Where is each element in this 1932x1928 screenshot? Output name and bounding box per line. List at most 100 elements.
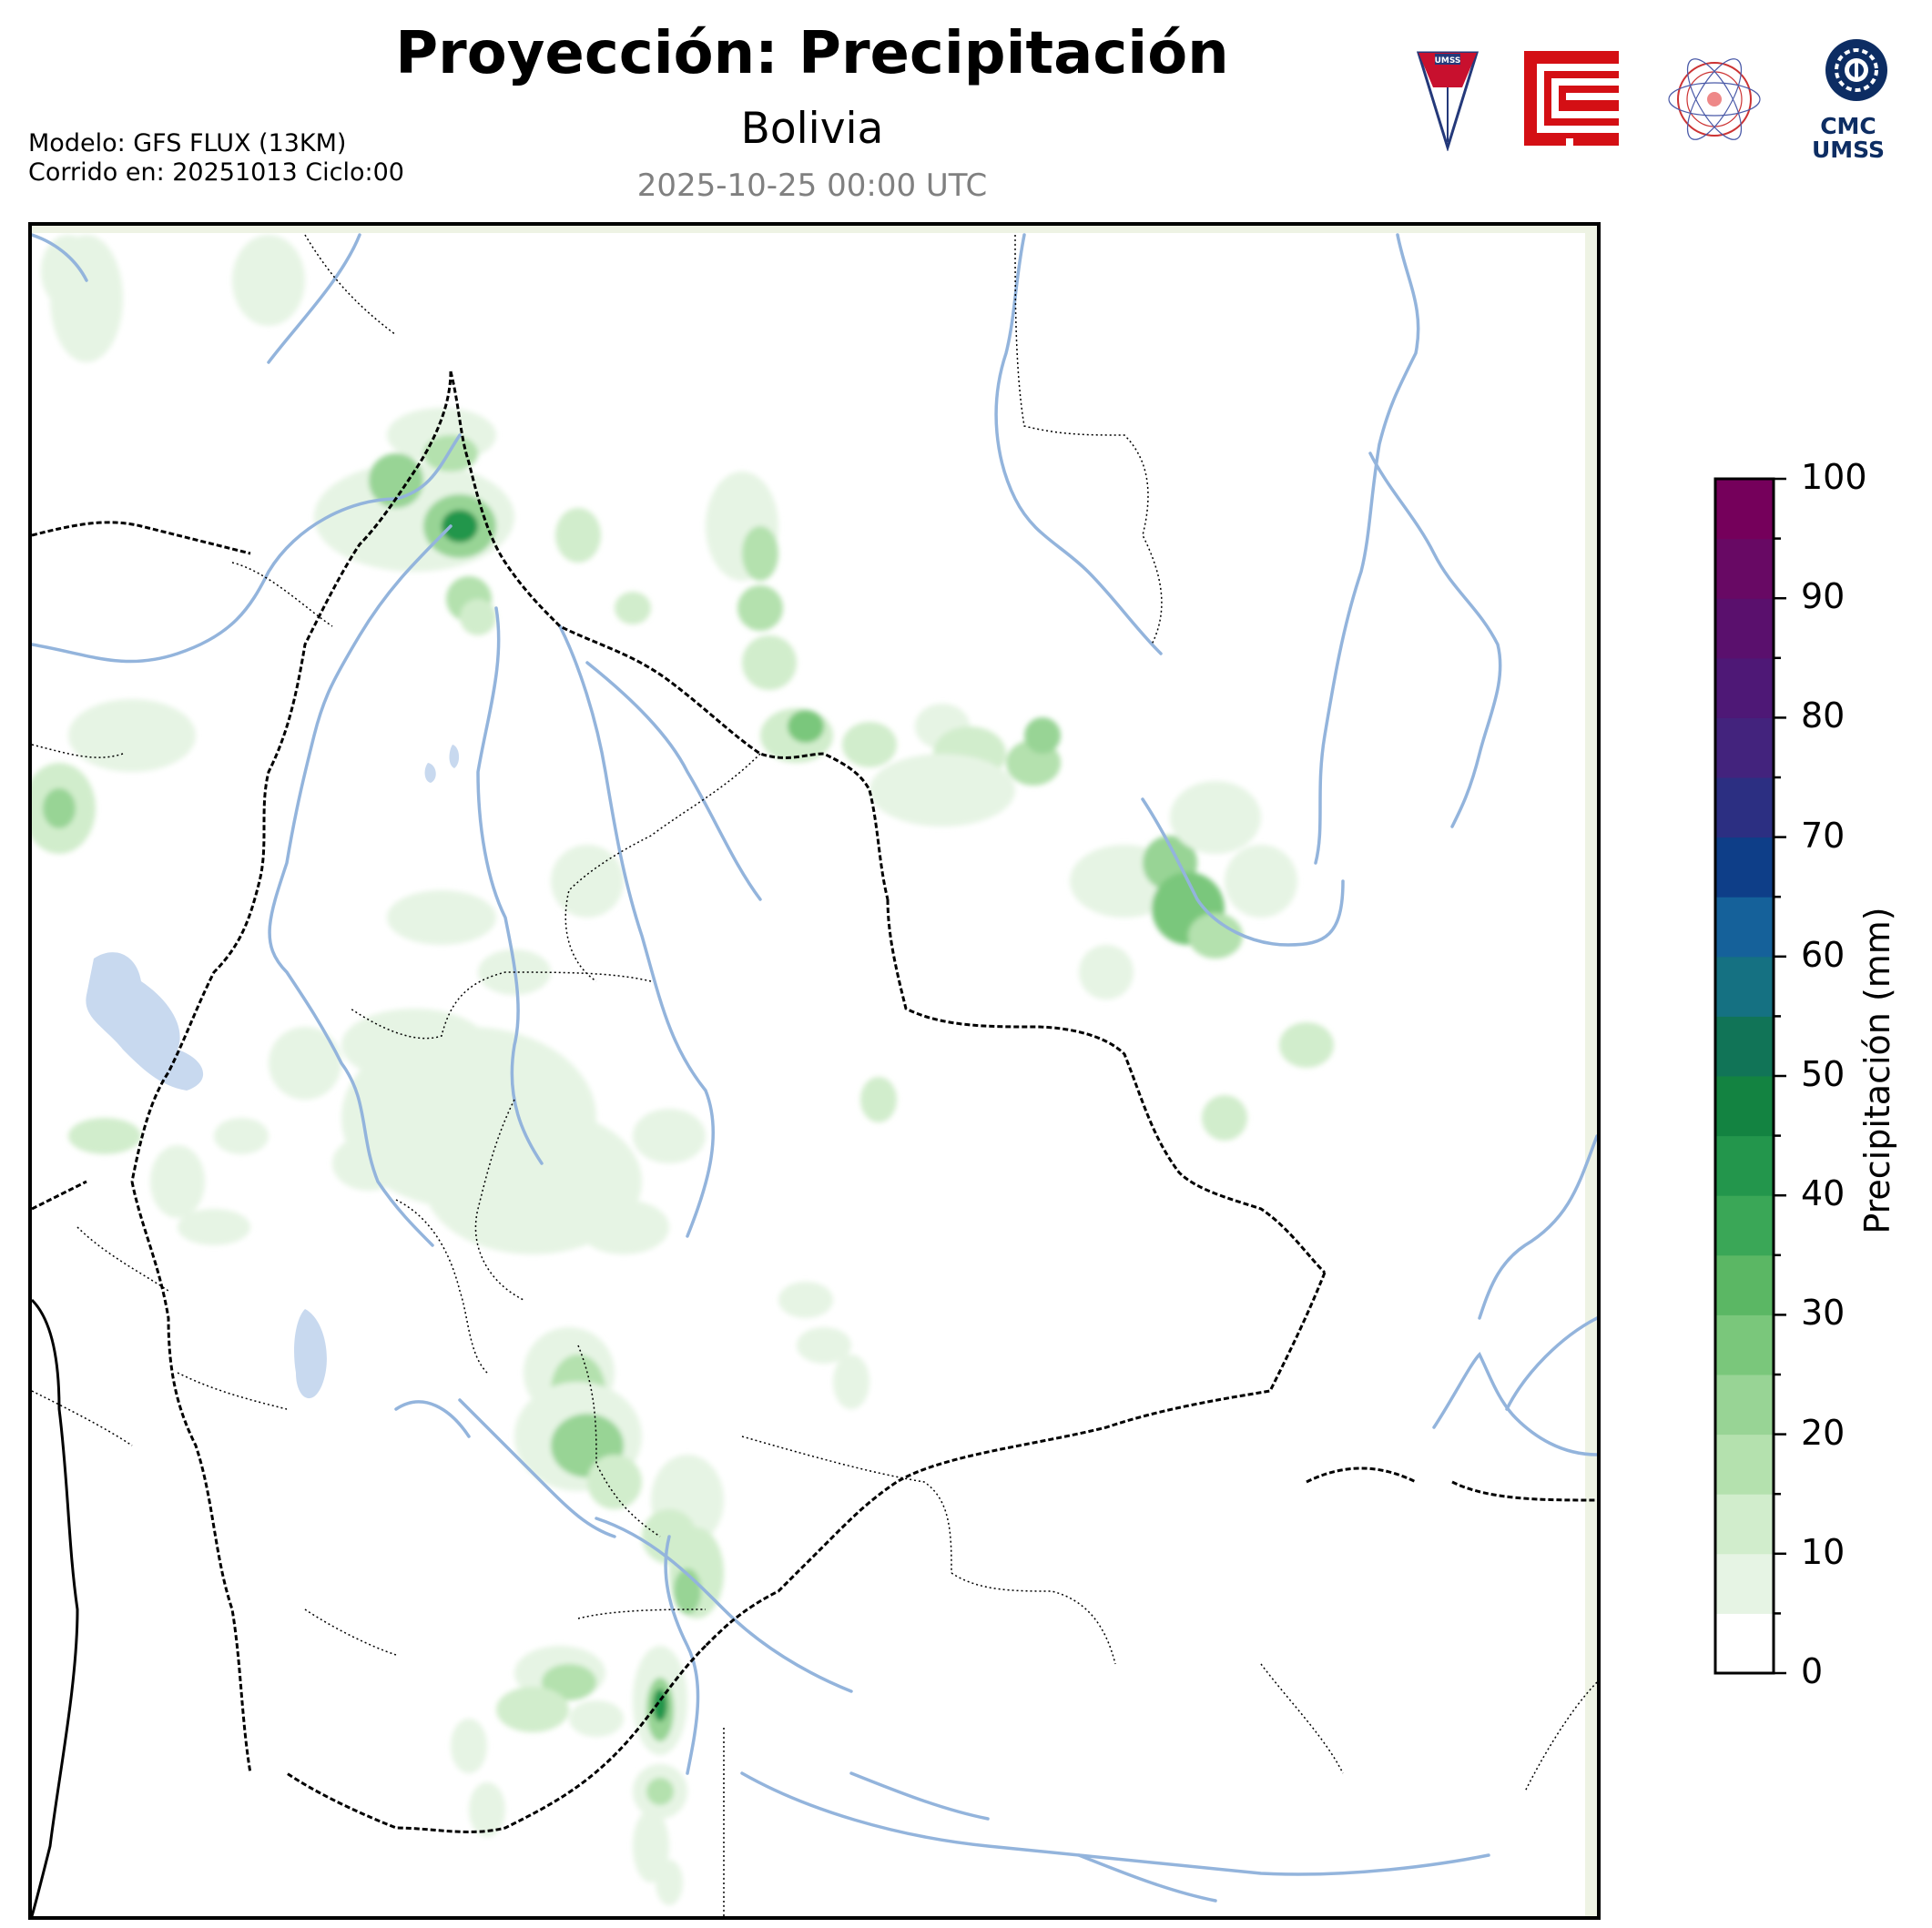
precipitation-cell <box>178 1209 250 1245</box>
map-canvas <box>32 226 1597 1916</box>
precipitation-cell <box>633 1810 669 1882</box>
river-7 <box>994 233 1163 655</box>
colorbar-segment <box>1715 777 1774 838</box>
precipitation-map <box>28 222 1601 1920</box>
border-brazil-bolivia-east <box>886 898 1327 1274</box>
precipitation-cell <box>788 710 824 743</box>
precipitation-cell <box>742 526 778 581</box>
river-8 <box>1314 233 1420 865</box>
precipitation-cell <box>646 1778 674 1805</box>
colorbar-tick-label: 50 <box>1801 1054 1846 1094</box>
precipitation-cell <box>269 1027 341 1100</box>
colorbar-segment <box>1715 1254 1774 1315</box>
ocean-edge-right <box>1585 226 1597 1916</box>
river-17 <box>394 1400 471 1438</box>
lake-poopo <box>294 1309 327 1399</box>
precipitation-cell <box>1024 717 1061 754</box>
colorbar-segment <box>1715 1195 1774 1256</box>
precipitation-cell <box>41 235 96 308</box>
colorbar-segment <box>1715 1553 1774 1614</box>
border-west-2 <box>32 1180 87 1211</box>
cmc-gear-icon <box>1825 39 1887 101</box>
border-chile-bolivia <box>130 1181 252 1774</box>
colorbar-segment <box>1715 897 1774 958</box>
colorbar-tick-label: 90 <box>1801 576 1846 617</box>
international-borders <box>32 370 1597 1833</box>
region-border-19 <box>1524 1681 1597 1792</box>
lakes <box>86 745 460 1399</box>
precipitation-cell <box>551 845 624 918</box>
lake-small-north-2 <box>449 745 460 768</box>
colorbar-title: Precipitación (mm) <box>1857 907 1897 1234</box>
precipitation-cell <box>43 788 76 828</box>
border-paraguay-bolivia <box>704 1272 1327 1648</box>
colorbar-tick-label: 20 <box>1801 1412 1846 1453</box>
colorbar-segment <box>1715 1016 1774 1077</box>
colorbar-tick-label: 80 <box>1801 695 1846 736</box>
map-title: Proyección: Precipitación <box>395 20 1229 87</box>
precipitation-cell <box>656 1860 683 1905</box>
river-18 <box>664 1535 700 1775</box>
precipitation-cell <box>387 890 496 945</box>
precipitation-cell <box>542 1664 596 1700</box>
border-brazil-bolivia-north <box>449 370 890 900</box>
region-border-5 <box>564 753 761 982</box>
precipitation-cell <box>442 510 478 543</box>
colorbar-segment <box>1715 1314 1774 1375</box>
river-4 <box>476 606 544 1165</box>
precipitation-cell <box>555 508 601 563</box>
colorbar-tick-label: 0 <box>1801 1651 1824 1691</box>
border-argentina-bolivia <box>286 1644 707 1833</box>
physics-department-seal <box>1668 58 1761 140</box>
precipitation-cell <box>150 1145 205 1218</box>
river-6 <box>585 661 762 901</box>
colorbar-segment <box>1715 1375 1774 1436</box>
colorbar-segment <box>1715 598 1774 659</box>
precipitation-cell <box>869 754 1015 827</box>
precipitation-cell <box>569 1700 624 1737</box>
cmc-logo-text: CMC UMSS <box>1812 113 1886 163</box>
svg-text:UMSS: UMSS <box>1435 56 1461 66</box>
precipitation-cell <box>1225 845 1297 918</box>
colorbar-tick-label: 60 <box>1801 934 1846 975</box>
river-11 <box>1478 1134 1597 1320</box>
region-border-16 <box>32 1390 133 1446</box>
forecast-datetime: 2025-10-25 00:00 UTC <box>636 167 988 204</box>
river-19 <box>849 1771 990 1821</box>
river-15 <box>595 1517 853 1693</box>
rivers <box>32 233 1597 1903</box>
colorbar-segment <box>1715 1494 1774 1555</box>
colorbar-tick-label: 70 <box>1801 815 1846 856</box>
region-border-2 <box>231 562 333 627</box>
region-border-7 <box>474 1099 524 1301</box>
river-14 <box>740 1771 1490 1876</box>
river-12 <box>1432 1352 1597 1456</box>
border-south-1 <box>1451 1480 1597 1502</box>
regional-borders <box>32 234 1597 1916</box>
precipitation-areas <box>32 235 1334 1905</box>
region-border-1 <box>304 234 397 336</box>
umss-shield-logo: UMSS <box>1416 51 1480 151</box>
precipitation-cell <box>578 1200 669 1254</box>
region-border-14 <box>76 1226 169 1292</box>
lake-titicaca <box>86 952 204 1091</box>
region-border-17 <box>1260 1663 1344 1774</box>
river-13 <box>1505 1316 1597 1411</box>
colorbar-scale <box>1713 477 1786 1675</box>
colorbar-segment <box>1715 538 1774 599</box>
river-2 <box>32 433 462 664</box>
red-fretwork-logo <box>1524 51 1619 146</box>
colorbar-segment <box>1715 1613 1774 1674</box>
precipitation-cell <box>860 1077 897 1122</box>
precipitation-cell <box>615 592 651 624</box>
precipitation-cell <box>737 585 783 631</box>
colorbar-tick-label: 100 <box>1801 457 1867 497</box>
river-21 <box>32 233 88 282</box>
region-border-11 <box>951 1572 1116 1665</box>
border-south-2 <box>1306 1466 1417 1484</box>
precipitation-cell <box>332 1136 405 1191</box>
river-10 <box>1141 797 1345 947</box>
river-3 <box>268 524 452 1247</box>
river-5 <box>558 624 716 1238</box>
colorbar-segment <box>1715 717 1774 778</box>
